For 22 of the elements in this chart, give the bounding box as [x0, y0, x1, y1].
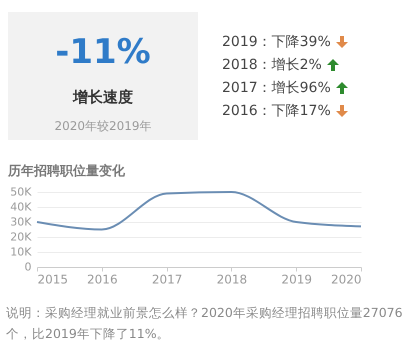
x-tick-label: 2019: [281, 272, 312, 286]
chart-title: 历年招聘职位量变化: [8, 162, 125, 180]
y-tick-label: 10K: [10, 246, 32, 258]
line-series: [36, 191, 362, 230]
x-tick-label: 2020: [330, 272, 362, 286]
text: -11%: [54, 32, 152, 72]
y-tick-label: 30K: [10, 216, 32, 228]
text: 2016：下降17%: [222, 102, 331, 120]
text: 2020年较2019年: [53, 118, 153, 135]
text: 2018：增长2%: [222, 56, 322, 74]
y-tick-label: 0: [24, 260, 32, 274]
y-tick-label: 50K: [10, 186, 32, 198]
text: 说明：采购经理就业前景怎么样？2020年采购经理招聘职位量27076个，比2019年下降了11%。: [6, 304, 404, 343]
x-tick-label: 2015: [38, 272, 68, 286]
text: 2017：增长96%: [222, 78, 331, 96]
x-tick-label: 2016: [87, 272, 118, 286]
y-tick-label: 20K: [10, 230, 32, 244]
x-tick-label: 2018: [216, 272, 248, 286]
x-tick-label: 2017: [152, 272, 182, 286]
text: 2019：下降39%: [222, 32, 331, 50]
y-tick-label: 40K: [10, 200, 32, 214]
text: 增长速度: [72, 88, 134, 107]
